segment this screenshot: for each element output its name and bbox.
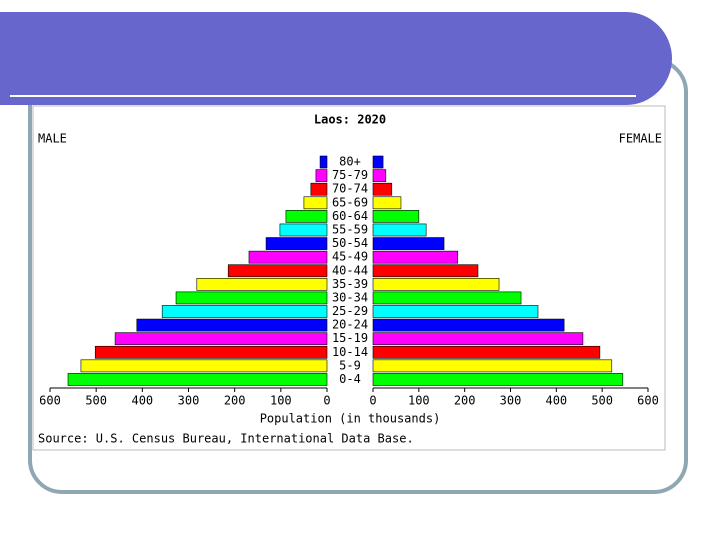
x-tick-label-male: 400 bbox=[131, 394, 153, 408]
x-tick-label-female: 200 bbox=[454, 394, 476, 408]
age-label: 80+ bbox=[339, 155, 361, 169]
bar-male bbox=[114, 332, 328, 346]
bar-female bbox=[372, 237, 445, 250]
x-tick-label-female: 500 bbox=[591, 394, 613, 408]
header-band bbox=[0, 12, 672, 105]
x-tick-label-male: 600 bbox=[39, 394, 61, 408]
legend-male: MALE bbox=[38, 132, 67, 146]
bar-female bbox=[372, 210, 420, 223]
chart-title: Laos: 2020 bbox=[314, 113, 386, 127]
age-label: 50-54 bbox=[332, 236, 368, 250]
x-tick-label-male: 0 bbox=[323, 394, 330, 408]
age-label: 65-69 bbox=[332, 195, 368, 209]
x-tick-label-female: 100 bbox=[408, 394, 430, 408]
chart-panel bbox=[32, 105, 666, 451]
age-label: 35-39 bbox=[332, 277, 368, 291]
bar-female bbox=[372, 196, 402, 210]
bar-female bbox=[372, 223, 427, 237]
bar-female bbox=[372, 345, 601, 359]
age-label: 45-49 bbox=[332, 250, 368, 264]
age-label: 70-74 bbox=[332, 182, 368, 196]
age-label: 60-64 bbox=[332, 209, 368, 223]
bar-male bbox=[285, 210, 328, 223]
bar-male bbox=[80, 359, 328, 373]
bar-female bbox=[372, 277, 500, 291]
age-label: 10-14 bbox=[332, 345, 368, 359]
bar-female bbox=[372, 264, 479, 278]
x-tick-label-female: 400 bbox=[545, 394, 567, 408]
bar-female bbox=[372, 373, 624, 386]
legend-female: FEMALE bbox=[619, 132, 662, 146]
bar-male bbox=[315, 169, 328, 182]
age-label: 0-4 bbox=[339, 372, 361, 386]
x-tick-label-female: 0 bbox=[369, 394, 376, 408]
bar-male bbox=[303, 196, 328, 210]
bar-male bbox=[248, 250, 328, 264]
x-tick-label-female: 300 bbox=[500, 394, 522, 408]
age-label: 25-29 bbox=[332, 304, 368, 318]
age-label: 75-79 bbox=[332, 168, 368, 182]
bar-male bbox=[136, 318, 328, 332]
bar-male bbox=[94, 345, 328, 359]
bar-female bbox=[372, 359, 613, 373]
age-label: 20-24 bbox=[332, 318, 368, 332]
bar-male bbox=[161, 305, 328, 318]
bar-male bbox=[279, 223, 328, 237]
x-axis-label: Population (in thousands) bbox=[260, 412, 441, 426]
bar-male bbox=[310, 182, 328, 196]
x-tick-label-male: 200 bbox=[224, 394, 246, 408]
bar-female bbox=[372, 291, 522, 305]
bar-female bbox=[372, 250, 459, 264]
x-tick-label-female: 600 bbox=[637, 394, 659, 408]
bar-female bbox=[372, 332, 584, 346]
age-label: 15-19 bbox=[332, 331, 368, 345]
bar-male bbox=[319, 155, 328, 169]
age-label: 5-9 bbox=[339, 358, 361, 372]
bar-male bbox=[196, 277, 328, 291]
bar-female bbox=[372, 182, 393, 196]
bar-female bbox=[372, 155, 384, 169]
age-label: 30-34 bbox=[332, 290, 368, 304]
age-label: 40-44 bbox=[332, 263, 368, 277]
bar-female bbox=[372, 305, 539, 318]
x-tick-label-male: 300 bbox=[178, 394, 200, 408]
bar-male bbox=[227, 264, 328, 278]
bar-male bbox=[175, 291, 328, 305]
age-label: 55-59 bbox=[332, 222, 368, 236]
bar-male bbox=[265, 237, 328, 250]
x-tick-label-male: 100 bbox=[270, 394, 292, 408]
bar-female bbox=[372, 169, 387, 182]
bar-female bbox=[372, 318, 565, 332]
x-tick-label-male: 500 bbox=[85, 394, 107, 408]
bar-male bbox=[67, 373, 328, 386]
source-note: Source: U.S. Census Bureau, Internationa… bbox=[38, 432, 414, 446]
